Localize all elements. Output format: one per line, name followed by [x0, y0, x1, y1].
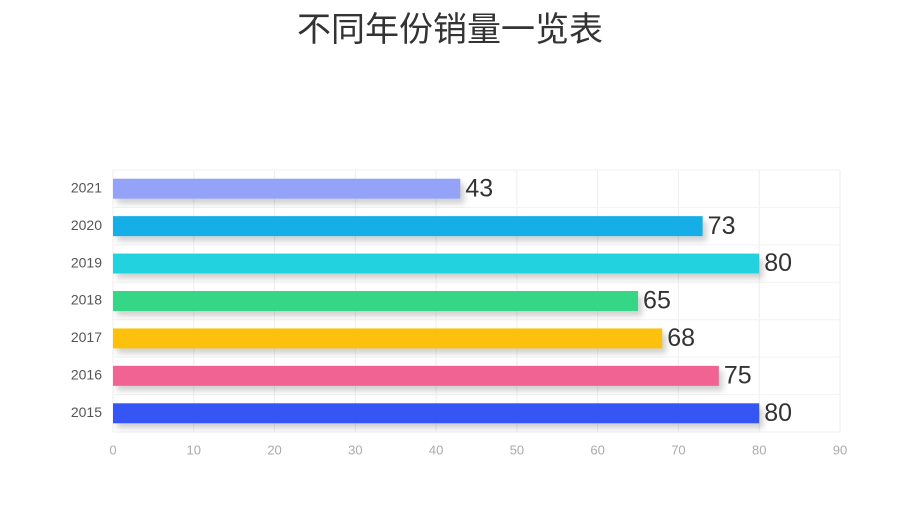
bar [113, 216, 703, 237]
bar [113, 291, 639, 311]
x-tick-label: 20 [267, 442, 281, 457]
value-label: 43 [465, 174, 493, 202]
bar [113, 365, 719, 386]
x-tick-label: 30 [348, 442, 362, 457]
y-tick-label: 2019 [71, 254, 102, 270]
value-label: 75 [724, 361, 752, 389]
bar [113, 253, 760, 274]
value-label: 65 [643, 287, 671, 315]
x-tick-label: 10 [187, 442, 201, 457]
y-tick-label: 2015 [71, 404, 102, 420]
value-label: 73 [708, 212, 736, 240]
value-label: 80 [764, 249, 792, 277]
x-tick-label: 60 [590, 442, 604, 457]
x-tick-label: 70 [671, 442, 685, 457]
y-tick-label: 2020 [71, 217, 102, 233]
x-tick-label: 50 [510, 442, 524, 457]
y-tick-label: 2017 [71, 329, 102, 345]
value-label: 80 [764, 399, 792, 427]
value-label: 68 [667, 324, 695, 352]
y-tick-label: 2016 [71, 367, 102, 383]
x-tick-label: 90 [833, 442, 847, 457]
chart-title: 不同年份销量一览表 [297, 11, 603, 49]
bar [113, 403, 760, 424]
x-tick-label: 80 [752, 442, 766, 457]
y-tick-label: 2018 [71, 292, 102, 308]
x-tick-label: 0 [109, 442, 116, 457]
x-tick-label: 40 [429, 442, 443, 457]
bar [113, 178, 461, 199]
y-tick-label: 2021 [71, 179, 102, 195]
bar [113, 328, 663, 349]
